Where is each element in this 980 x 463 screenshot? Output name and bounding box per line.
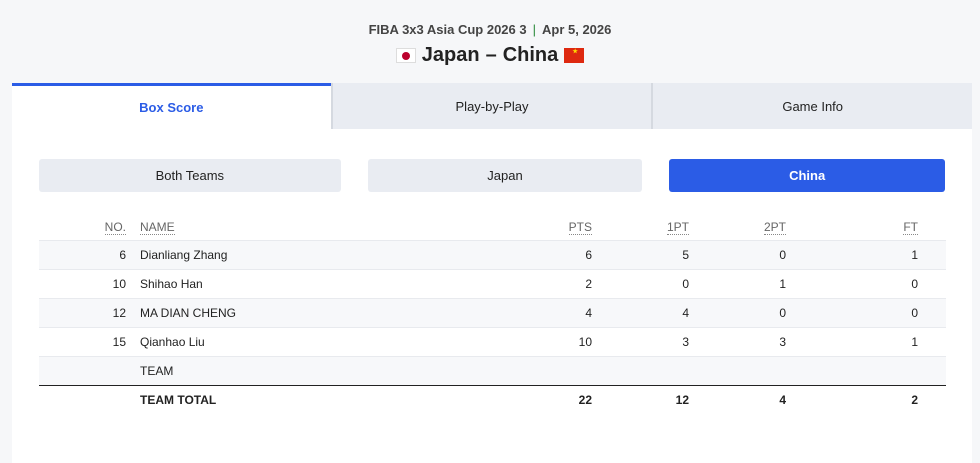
box-score-card: Box Score Play-by-Play Game Info Both Te… (12, 83, 973, 463)
table-row: 10 Shihao Han 2 0 1 0 (39, 268, 946, 298)
2pt: 0 (717, 239, 814, 269)
col-no: NO. (104, 220, 126, 236)
both-teams-button[interactable]: Both Teams (39, 159, 341, 192)
ft (814, 355, 946, 385)
tab-play-by-play[interactable]: Play-by-Play (330, 83, 652, 129)
1pt: 12 (620, 384, 717, 414)
player-name: TEAM (134, 355, 520, 385)
china-flag-icon: ★ (564, 48, 585, 63)
player-number: 12 (39, 297, 134, 327)
ft: 1 (814, 239, 946, 269)
col-2pt: 2PT (763, 220, 786, 236)
player-name: TEAM TOTAL (134, 384, 520, 414)
table-row: 6 Dianliang Zhang 6 5 0 1 (39, 239, 946, 269)
1pt: 0 (620, 268, 717, 298)
pts (520, 355, 620, 385)
ft: 0 (814, 297, 946, 327)
1pt: 5 (620, 239, 717, 269)
team-filter: Both Teams Japan China (39, 159, 945, 192)
player-number: 10 (39, 268, 134, 298)
1pt: 3 (620, 326, 717, 356)
table-row: 15 Qianhao Liu 10 3 3 1 (39, 326, 946, 356)
dash: – (485, 44, 497, 66)
1pt: 4 (620, 297, 717, 327)
col-name: NAME (140, 220, 175, 236)
player-number (39, 384, 134, 414)
ft: 1 (814, 326, 946, 356)
pts: 10 (520, 326, 620, 356)
total-row: TEAM TOTAL 22 12 4 2 (39, 384, 946, 414)
player-name: Dianliang Zhang (134, 239, 520, 269)
tab-box-score[interactable]: Box Score (12, 83, 331, 129)
player-name: Shihao Han (134, 268, 520, 298)
2pt: 0 (717, 297, 814, 327)
japan-flag-icon (395, 48, 416, 63)
tabs: Box Score Play-by-Play Game Info (12, 83, 973, 129)
player-number: 15 (39, 326, 134, 356)
box-score-table: NO. NAME PTS 1PT 2PT FT 6 Dianliang Zhang… (39, 215, 946, 414)
pts: 4 (520, 297, 620, 327)
event-name: FIBA 3x3 Asia Cup 2026 3 (368, 22, 527, 37)
japan-button[interactable]: Japan (367, 159, 643, 192)
table-row: 12 MA DIAN CHENG 4 4 0 0 (39, 297, 946, 327)
game-date: Apr 5, 2026 (542, 22, 612, 37)
pts: 22 (520, 384, 620, 414)
player-number (39, 355, 134, 385)
table-row: TEAM (39, 355, 946, 385)
separator: | (532, 22, 536, 37)
tab-game-info[interactable]: Game Info (651, 83, 973, 129)
col-ft: FT (903, 220, 918, 236)
pts: 6 (520, 239, 620, 269)
col-1pt: 1PT (666, 220, 689, 236)
player-name: MA DIAN CHENG (134, 297, 520, 327)
2pt: 4 (717, 384, 814, 414)
2pt (717, 355, 814, 385)
col-pts: PTS (568, 220, 592, 236)
1pt (620, 355, 717, 385)
2pt: 3 (717, 326, 814, 356)
game-subtitle: FIBA 3x3 Asia Cup 2026 3 | Apr 5, 2026 (0, 22, 980, 37)
player-number: 6 (39, 239, 134, 269)
ft: 2 (814, 384, 946, 414)
china-button[interactable]: China (669, 159, 945, 192)
2pt: 1 (717, 268, 814, 298)
page-title: Japan – China ★ (0, 44, 980, 67)
player-name: Qianhao Liu (134, 326, 520, 356)
pts: 2 (520, 268, 620, 298)
home-team: Japan (421, 44, 480, 66)
away-team: China (502, 44, 559, 66)
ft: 0 (814, 268, 946, 298)
